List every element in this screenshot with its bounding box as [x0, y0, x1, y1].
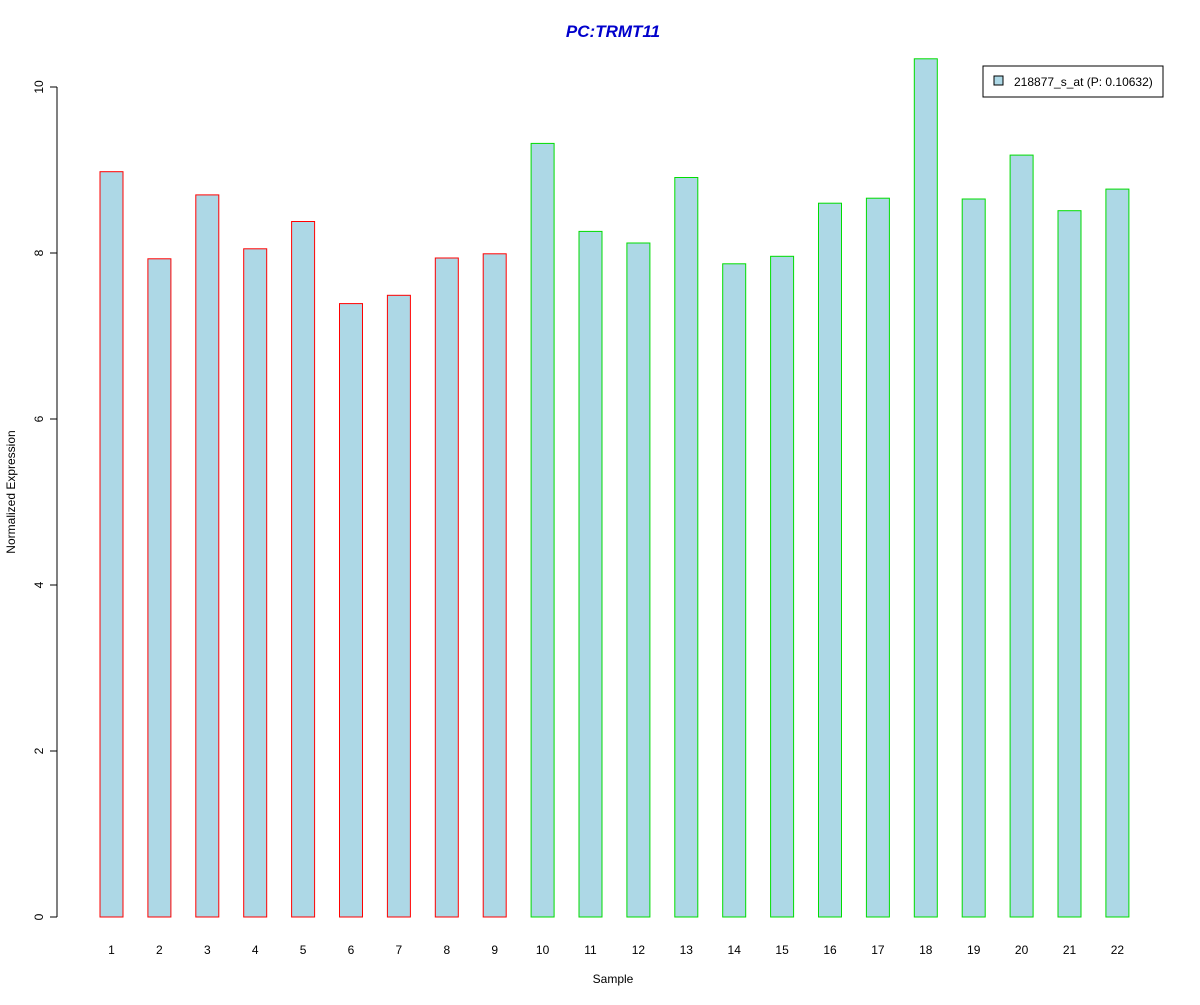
y-tick-label: 8: [32, 249, 46, 256]
legend-box: [982, 65, 1164, 98]
legend-swatch: [993, 75, 1004, 86]
x-tick-label: 3: [204, 943, 211, 957]
y-tick-label: 10: [32, 80, 46, 94]
bar-sample-11: [578, 230, 603, 918]
y-tick-label: 0: [32, 913, 46, 920]
bar-sample-2: [147, 258, 172, 918]
legend-label: 218877_s_at (P: 0.10632): [1014, 75, 1153, 89]
x-tick-label: 11: [584, 943, 597, 957]
bar-sample-5: [291, 221, 316, 918]
x-tick-label: 8: [443, 943, 450, 957]
bar-sample-10: [530, 142, 555, 918]
bar-sample-22: [1105, 188, 1130, 918]
x-tick-label: 5: [300, 943, 307, 957]
bar-sample-18: [913, 58, 938, 918]
bar-sample-14: [722, 263, 747, 918]
x-tick-label: 7: [396, 943, 403, 957]
x-tick-label: 16: [823, 943, 837, 957]
x-tick-label: 12: [632, 943, 646, 957]
x-tick-label: 4: [252, 943, 259, 957]
x-axis-label: Sample: [593, 972, 634, 986]
x-tick-labels: 1 2 3 4 5 6 7 8 9 10 11 12 13 14 15 16 17 18 19 20 21 22: [108, 943, 1124, 957]
x-tick-label: 17: [871, 943, 885, 957]
bar-sample-16: [818, 202, 842, 918]
bars-group: [99, 58, 1130, 918]
x-tick-label: 21: [1063, 943, 1077, 957]
bar-sample-21: [1057, 210, 1082, 918]
x-tick-label: 20: [1015, 943, 1029, 957]
x-tick-label: 9: [491, 943, 498, 957]
bar-sample-7: [386, 294, 411, 918]
y-tick-label: 4: [32, 581, 46, 588]
bar-sample-6: [339, 303, 363, 918]
x-tick-label: 1: [108, 943, 115, 957]
chart-title: PC:TRMT11: [566, 22, 660, 41]
bar-sample-15: [770, 255, 795, 918]
y-axis: 0 2 4 6 8 10: [32, 80, 58, 920]
x-tick-label: 13: [680, 943, 694, 957]
x-tick-label: 10: [536, 943, 550, 957]
bar-sample-9: [482, 253, 507, 918]
y-tick-label: 2: [32, 747, 46, 754]
bar-sample-1: [99, 171, 124, 918]
x-tick-label: 19: [967, 943, 981, 957]
x-tick-label: 2: [156, 943, 163, 957]
bar-sample-19: [961, 198, 986, 918]
x-tick-label: 14: [728, 943, 742, 957]
y-axis-label: Normalized Expression: [4, 430, 18, 553]
bar-sample-20: [1009, 154, 1034, 918]
x-tick-label: 22: [1111, 943, 1125, 957]
bar-sample-12: [626, 242, 651, 918]
y-tick-label: 6: [32, 415, 46, 422]
x-tick-label: 15: [775, 943, 789, 957]
bar-sample-8: [434, 257, 459, 918]
x-tick-label: 18: [919, 943, 933, 957]
bar-sample-13: [674, 177, 699, 918]
x-tick-label: 6: [348, 943, 355, 957]
legend: 218877_s_at (P: 0.10632): [982, 65, 1164, 98]
bar-sample-3: [195, 194, 220, 918]
bar-sample-4: [243, 248, 268, 918]
bar-sample-17: [865, 197, 890, 918]
